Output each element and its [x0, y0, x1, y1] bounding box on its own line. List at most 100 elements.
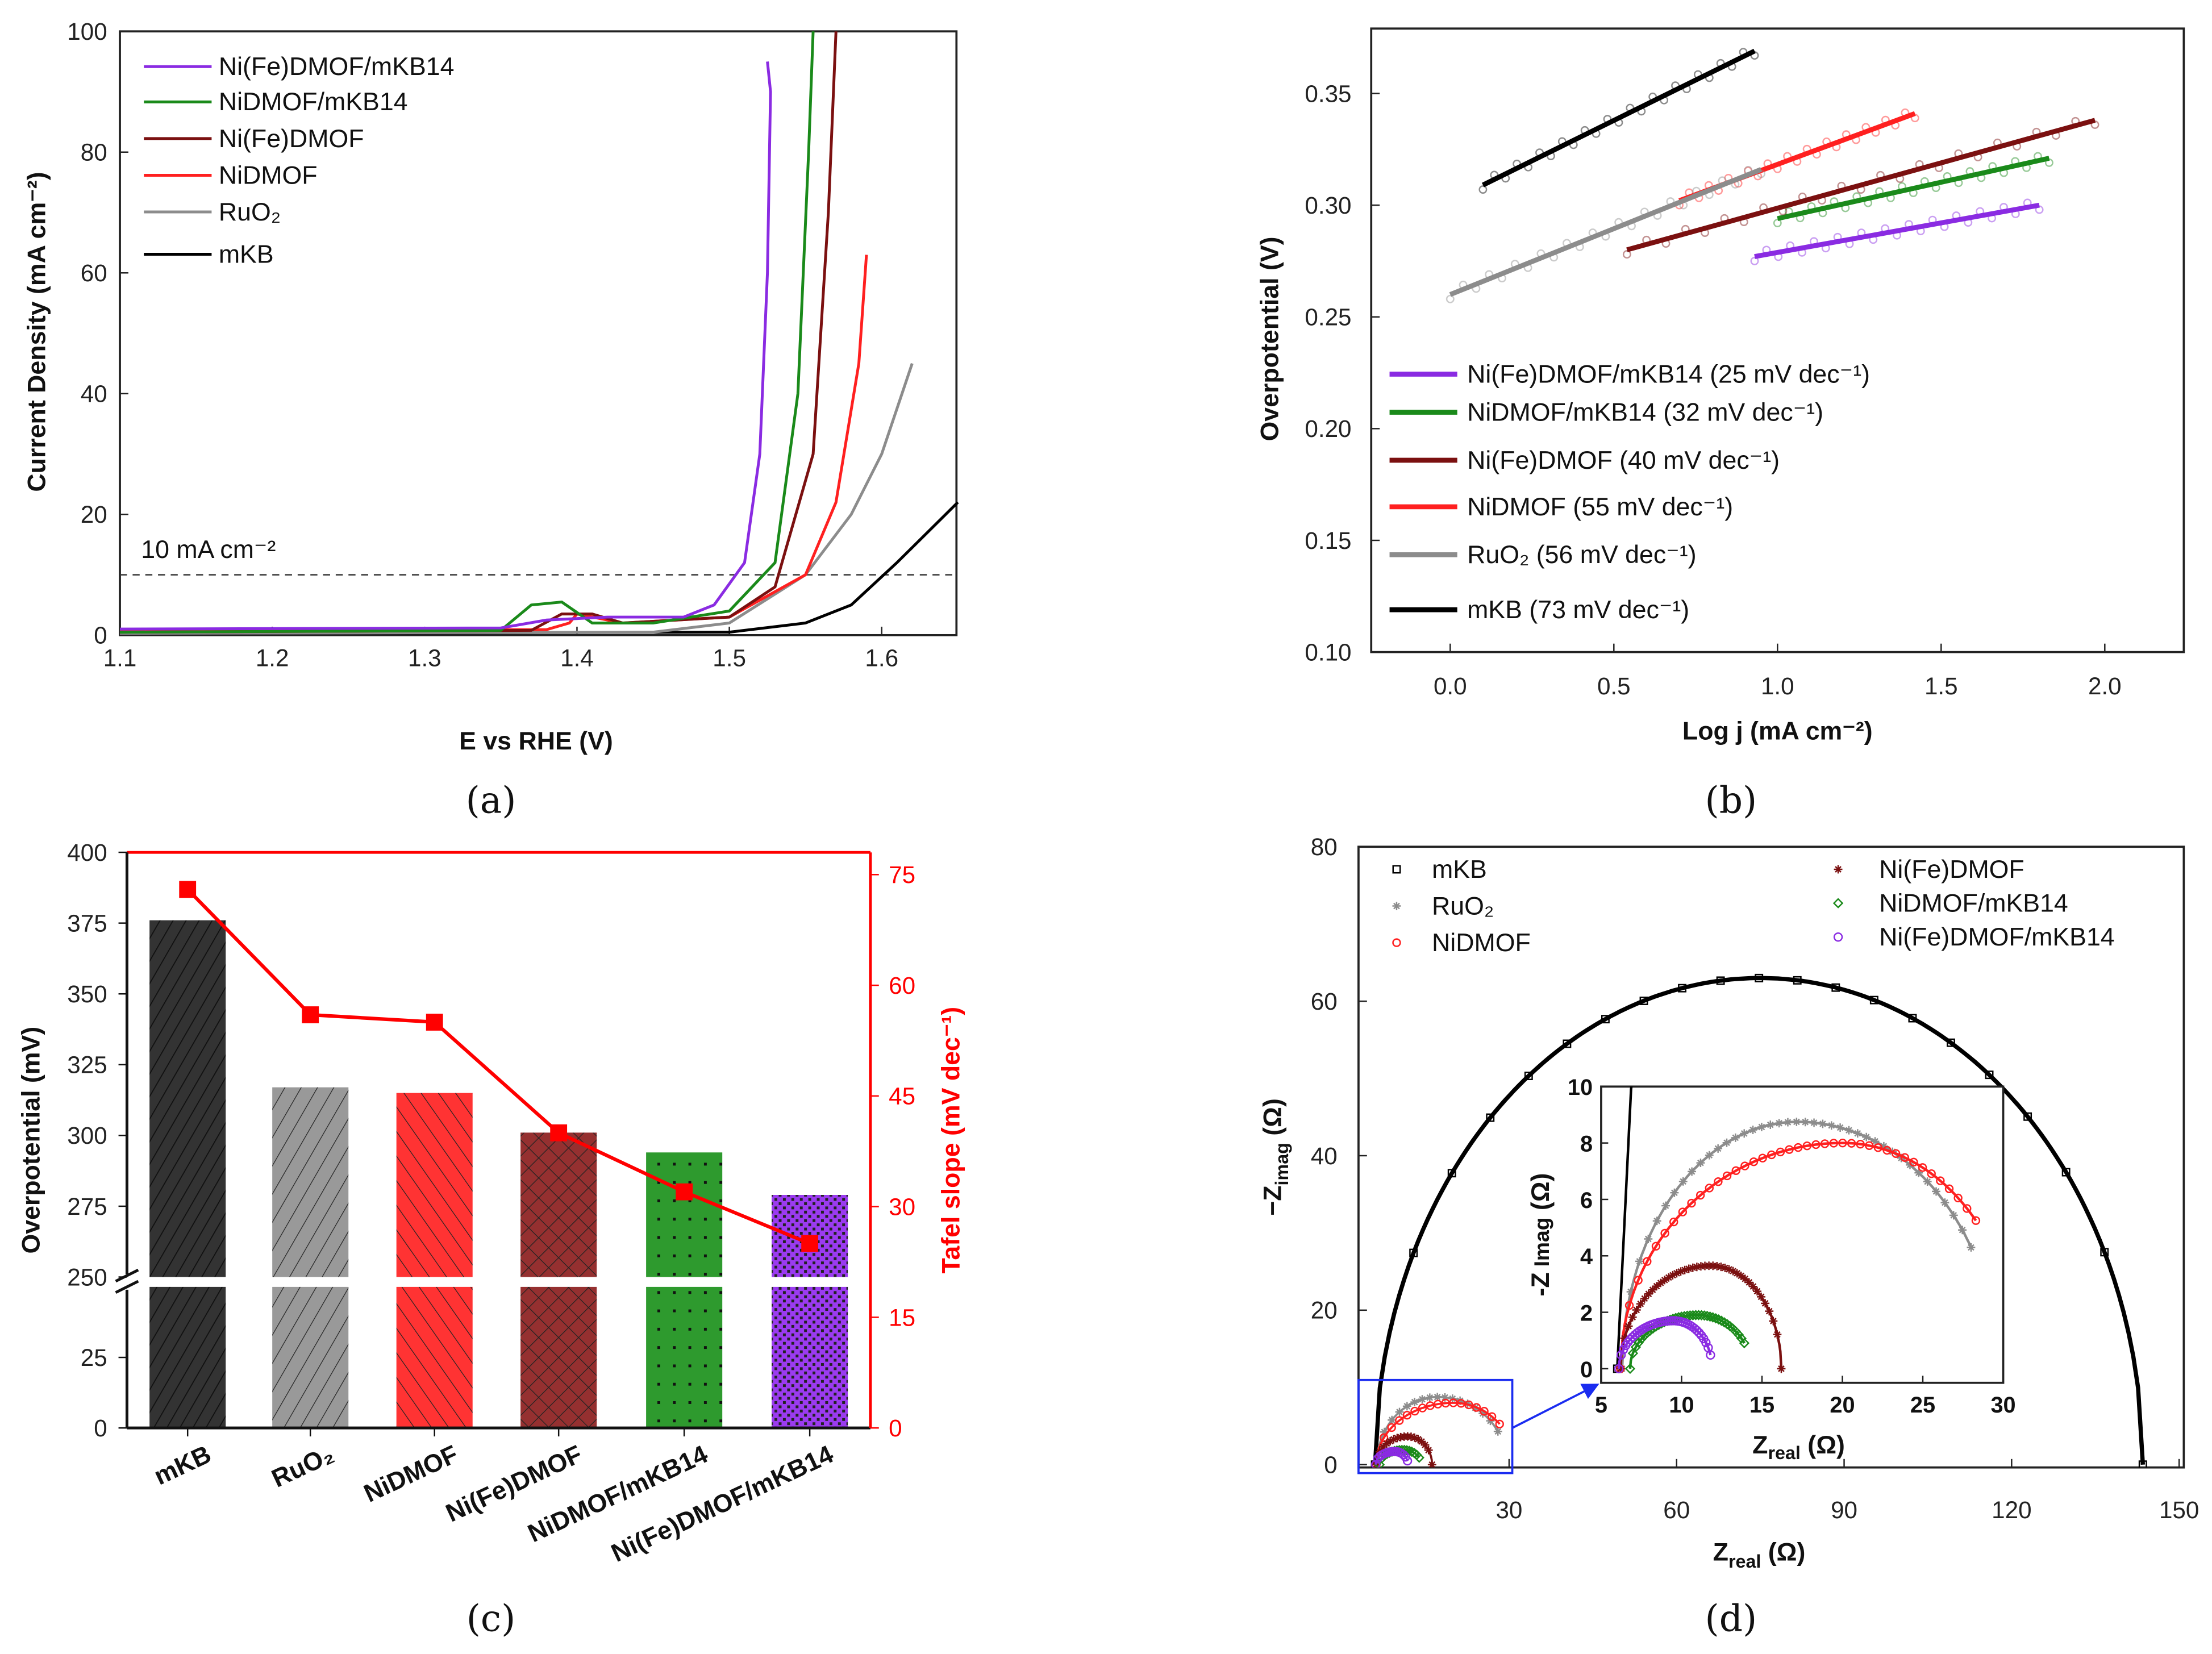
marker-circle: [1387, 1423, 1396, 1432]
marker-circle: [1811, 1140, 1821, 1149]
x-tick-label: 30: [1496, 1497, 1522, 1523]
marker-star: [1676, 1267, 1685, 1276]
marker-circle: [1829, 1139, 1838, 1148]
marker-square: [1947, 1038, 1955, 1047]
fit-curve: [1373, 976, 2146, 1465]
marker-star: [1724, 1265, 1734, 1274]
series-line: [120, 61, 772, 631]
inset-series: [1613, 811, 1981, 1374]
marker-square: [1831, 983, 1840, 992]
marker-star: [1721, 1264, 1730, 1272]
marker-asterisk: [1425, 1393, 1434, 1402]
y-tick-label: 40: [1311, 1143, 1338, 1169]
x-tick-label: 150: [2159, 1497, 2199, 1523]
y-tick-label: 350: [67, 981, 107, 1007]
marker-star: [1668, 1270, 1677, 1280]
marker-asterisk: [1635, 1257, 1644, 1266]
marker-star: [1728, 1266, 1738, 1276]
marker-square: [1755, 973, 1764, 982]
marker-star: [1382, 1439, 1391, 1448]
marker-asterisk: [1827, 1121, 1836, 1130]
y-tick-label: 0: [94, 622, 107, 649]
inset-y-tick-label: 6: [1580, 1188, 1593, 1213]
legend-label: NiDMOF (55 mV dec⁻¹): [1467, 493, 1733, 521]
marker-asterisk: [1862, 1132, 1871, 1141]
panel-c-bar-chart: 0 25 250 275 300 325 350 375 400 0 15 30 45 60 75 mKB Ru…: [18, 839, 965, 1568]
marker-square: [1908, 1014, 1917, 1023]
bar-upper-4: [646, 1152, 723, 1277]
marker-circle: [1705, 1184, 1714, 1193]
marker-circle: [1758, 1153, 1767, 1163]
category-label: NiDMOF: [360, 1440, 462, 1508]
marker-asterisk: [1853, 1129, 1862, 1138]
legend-label: Ni(Fe)DMOF/mKB14: [219, 53, 455, 81]
marker-circle: [1944, 1184, 1954, 1193]
marker-circle: [1838, 1138, 1847, 1148]
marker-star: [1393, 1434, 1402, 1443]
marker-circle: [1731, 1166, 1740, 1175]
marker-asterisk: [1410, 1398, 1419, 1407]
marker-hexagon: [1370, 1460, 1381, 1468]
y-tick-label: 0: [94, 1415, 107, 1441]
panel-a-lsv-chart: 1.1 1.2 1.3 1.4 1.5 1.6 0 20 40 60 80 100 10 mA cm⁻²…: [23, 18, 959, 755]
marker-hexagon: [1706, 1350, 1715, 1360]
marker-asterisk: [1879, 1141, 1888, 1151]
marker-star: [1632, 1306, 1641, 1314]
y-tick-label: 80: [1311, 834, 1338, 860]
x-tick-label: 1.6: [865, 644, 898, 671]
marker-circle: [1722, 1171, 1732, 1181]
marker-asterisk: [1792, 1117, 1801, 1126]
y-tick-label: 0.30: [1305, 192, 1351, 219]
marker-square: [1669, 811, 1676, 818]
right-tick-label: 45: [889, 1083, 915, 1110]
marker-circle: [1856, 1140, 1865, 1149]
y-tick-label: 325: [67, 1052, 107, 1078]
tafel-point: [801, 1235, 819, 1252]
marker-circle: [1847, 1139, 1856, 1148]
bar-lower-2: [396, 1286, 473, 1428]
series-line: [120, 31, 815, 634]
marker-asterisk: [1670, 1188, 1679, 1197]
marker-asterisk: [1731, 1133, 1740, 1142]
legend-label: NiDMOF: [219, 161, 318, 189]
y-tick-label: 250: [67, 1264, 107, 1290]
marker-asterisk: [1688, 1167, 1697, 1176]
axis-break-mark: [115, 1268, 139, 1283]
marker-asterisk: [1740, 1129, 1749, 1138]
marker-asterisk: [1652, 1216, 1661, 1226]
right-axis-title: Tafel slope (mV dec⁻¹): [937, 1007, 965, 1274]
marker-star: [1624, 1322, 1633, 1331]
marker-asterisk: [1456, 1396, 1465, 1405]
marker-star: [1652, 1282, 1661, 1291]
marker-diamond: [1707, 1312, 1718, 1323]
marker-star: [1628, 1313, 1637, 1322]
marker-asterisk: [1661, 1201, 1670, 1210]
axis-break-mark: [115, 1280, 139, 1294]
panel-label-b: (b): [1705, 780, 1757, 822]
legend-label: Ni(Fe)DMOF/mKB14: [1879, 923, 2115, 951]
marker-diamond: [1624, 1363, 1636, 1374]
marker-star: [1680, 1265, 1689, 1274]
marker-circle: [1927, 1169, 1936, 1178]
panel-label-a: (a): [466, 780, 516, 822]
marker-circle: [1643, 1257, 1652, 1266]
y-tick-label: 275: [67, 1193, 107, 1220]
marker-circle: [1785, 1145, 1794, 1154]
x-tick-label: 0.5: [1597, 673, 1631, 699]
marker-asterisk: [1395, 1407, 1404, 1416]
marker-circle: [1687, 1198, 1696, 1208]
fit-line: [1777, 156, 2050, 221]
right-tick-label: 30: [889, 1194, 915, 1220]
marker-square: [1678, 984, 1687, 993]
bar-upper-2: [396, 1093, 473, 1277]
marker-star: [1417, 1437, 1426, 1446]
data-point: [1773, 219, 1782, 228]
marker-asterisk: [1678, 1177, 1688, 1186]
marker-circle: [1820, 1139, 1830, 1148]
right-tick-label: 75: [889, 861, 915, 888]
marker-diamond: [1713, 1314, 1724, 1325]
marker-diamond: [1716, 1315, 1727, 1326]
bar-lower-1: [272, 1286, 349, 1428]
bar-upper-3: [520, 1132, 597, 1277]
